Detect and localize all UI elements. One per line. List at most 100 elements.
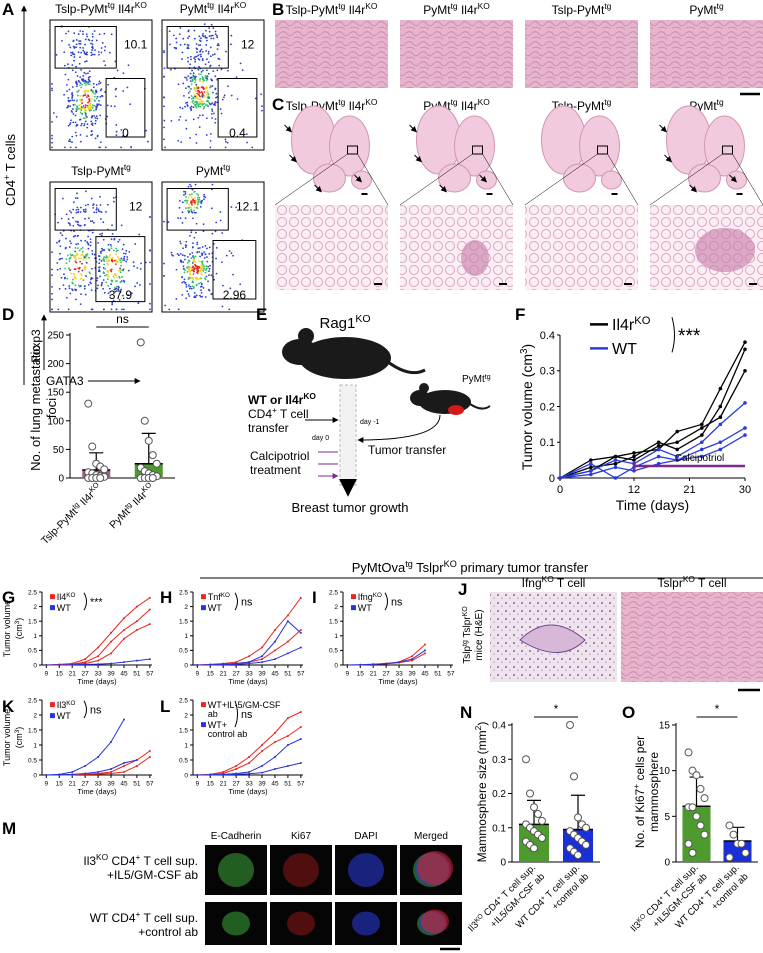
series-line	[46, 623, 151, 666]
event-dot	[68, 138, 71, 141]
stat-bracket	[671, 317, 675, 353]
event-dot	[99, 82, 102, 84]
event-dot	[51, 141, 53, 144]
event-dot	[96, 287, 99, 290]
event-dot	[65, 32, 67, 35]
y-tick-label: 2.5	[28, 589, 37, 596]
event-dot	[121, 294, 124, 297]
event-dot	[95, 105, 98, 108]
event-dot	[185, 195, 187, 198]
event-dot	[187, 269, 190, 271]
event-dot	[81, 269, 84, 272]
event-dot	[204, 35, 207, 37]
event-dot	[193, 292, 196, 294]
data-point	[692, 771, 701, 780]
x-tick-label: 57	[146, 671, 154, 678]
event-dot	[191, 269, 193, 272]
event-dot	[112, 196, 115, 199]
lung-lobe	[313, 163, 346, 193]
event-dot	[186, 255, 189, 258]
text-part: Il4r	[345, 3, 365, 17]
data-point	[582, 840, 590, 849]
event-dot	[71, 94, 74, 97]
event-dot	[179, 240, 182, 243]
event-dot	[74, 277, 77, 280]
event-dot	[120, 261, 123, 264]
x-tick-label: 21	[683, 484, 695, 496]
event-dot	[79, 285, 82, 287]
event-dot	[228, 308, 231, 311]
event-dot	[209, 264, 211, 267]
event-dot	[106, 258, 109, 261]
event-dot	[105, 210, 107, 213]
event-dot	[68, 258, 71, 260]
y-tick-label: 15	[659, 721, 671, 732]
x-tick-label: 21	[69, 781, 77, 788]
series-line	[559, 427, 746, 479]
event-dot	[120, 224, 123, 227]
event-dot	[66, 90, 68, 93]
text-part: Tslp	[462, 646, 473, 664]
data-point	[534, 810, 542, 819]
event-dot	[193, 270, 195, 273]
event-dot	[84, 104, 87, 107]
event-dot	[179, 217, 182, 220]
event-dot	[117, 240, 120, 243]
lung-section	[291, 105, 372, 193]
event-dot	[175, 46, 177, 49]
axis-label: Tslptg TslprKO	[462, 606, 474, 664]
event-dot	[194, 264, 197, 267]
event-dot	[51, 251, 53, 254]
event-dot	[102, 267, 105, 269]
event-dot	[186, 200, 188, 202]
text-part: T cell	[277, 407, 309, 421]
event-dot	[99, 204, 102, 206]
event-dot	[211, 102, 213, 104]
event-dot	[92, 204, 95, 207]
metastasis-focus	[695, 228, 755, 272]
event-dot	[79, 107, 82, 110]
event-dot	[127, 64, 130, 67]
y-tick-label: 2	[184, 604, 188, 611]
axis-label: Tumor volume (cm3)	[519, 344, 536, 470]
event-dot	[107, 83, 110, 86]
event-dot	[196, 97, 199, 100]
event-dot	[184, 105, 187, 108]
event-dot	[189, 234, 191, 237]
event-dot	[70, 242, 72, 245]
zoom-line	[399, 153, 473, 206]
panel-letter: I	[312, 588, 317, 607]
event-dot	[235, 206, 238, 209]
event-dot	[103, 256, 106, 258]
event-dot	[89, 75, 91, 78]
event-dot	[184, 87, 187, 90]
event-dot	[80, 277, 83, 280]
text-part: )	[14, 727, 24, 730]
event-dot	[75, 254, 78, 257]
event-dot	[115, 308, 118, 311]
event-dot	[86, 135, 88, 138]
x-tick-label: 15	[207, 781, 215, 788]
event-dot	[76, 106, 79, 109]
event-dot	[80, 51, 83, 54]
event-dot	[84, 285, 86, 287]
event-dot	[67, 308, 70, 311]
panel-letter: K	[2, 697, 15, 716]
event-dot	[86, 123, 89, 125]
event-dot	[80, 109, 83, 112]
event-dot	[121, 308, 123, 311]
event-dot	[190, 200, 193, 203]
lung-lobe	[476, 170, 497, 190]
x-tick-label: 57	[447, 671, 455, 678]
event-dot	[89, 220, 92, 223]
event-dot	[72, 208, 75, 211]
event-dot	[88, 103, 91, 106]
lung-section	[666, 105, 747, 193]
event-dot	[261, 105, 263, 108]
event-dot	[202, 32, 204, 35]
event-dot	[58, 258, 61, 261]
event-dot	[84, 38, 87, 41]
event-dot	[63, 146, 66, 149]
event-dot	[73, 32, 76, 35]
